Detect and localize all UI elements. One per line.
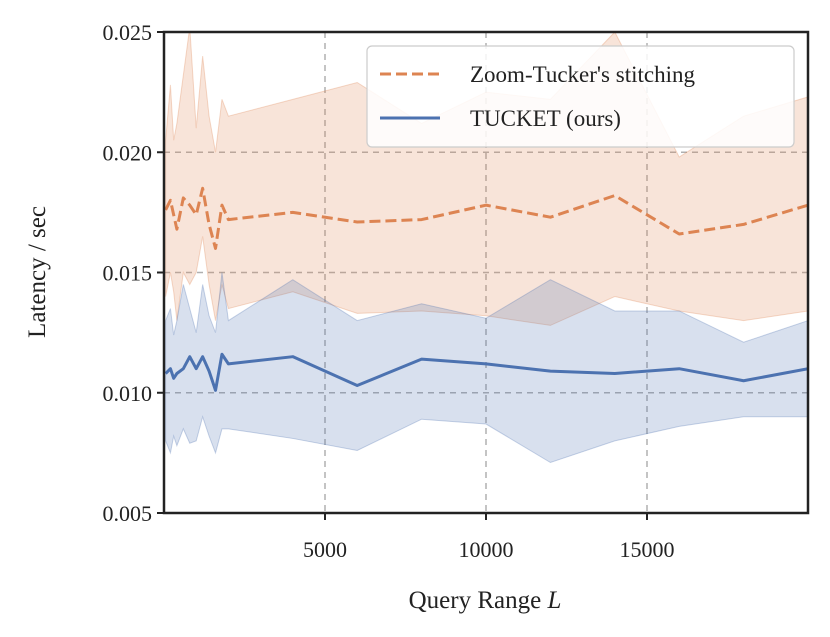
y-tick-label: 0.015 <box>103 261 153 286</box>
y-tick-label: 0.010 <box>103 381 153 406</box>
legend-label-zoom-tucker: Zoom-Tucker's stitching <box>470 62 695 87</box>
series-line-zoom-tucker <box>164 186 808 250</box>
x-axis-title: Query Range L <box>409 587 562 614</box>
confidence-band-tucket <box>165 272 808 464</box>
series-lines <box>164 186 808 392</box>
series-line-tucket <box>164 352 808 392</box>
y-axis-title: Latency / sec <box>24 206 51 338</box>
y-tick-label: 0.020 <box>103 140 153 165</box>
legend-label-tucket: TUCKET (ours) <box>470 106 621 131</box>
y-tick-label: 0.025 <box>103 20 153 45</box>
x-tick-label: 5000 <box>303 537 347 562</box>
legend-box <box>366 45 795 148</box>
x-tick-label: 15000 <box>620 537 675 562</box>
legend: Zoom-Tucker's stitching TUCKET (ours) <box>366 45 795 148</box>
x-tick-label: 10000 <box>459 537 514 562</box>
y-tick-label: 0.005 <box>103 501 153 526</box>
axes: 5000 10000 15000 0.005 0.010 0.015 0.020 0.025 <box>103 20 810 562</box>
